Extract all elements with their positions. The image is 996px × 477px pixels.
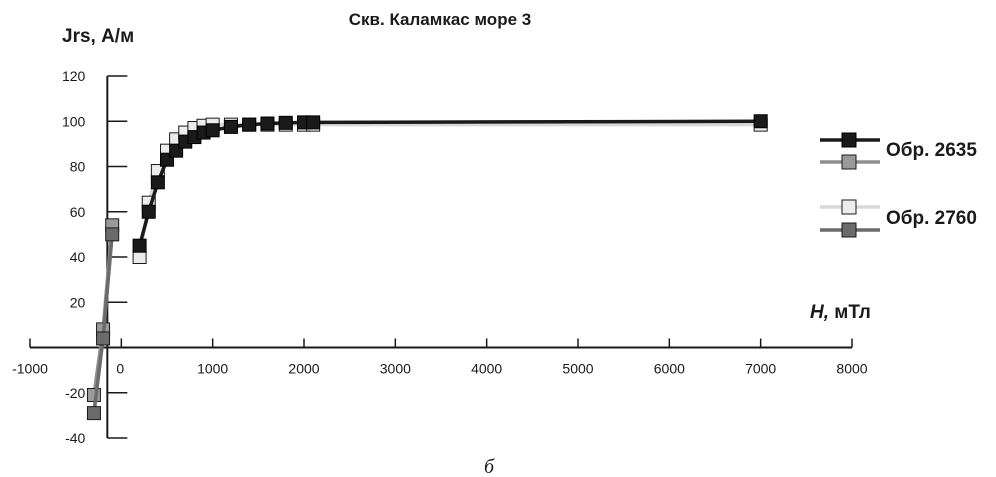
series-s2635b	[86, 218, 120, 403]
data-point-s2635a	[753, 114, 768, 129]
x-tick-label: -1000	[12, 361, 48, 377]
chart-title: Скв. Каламкас море 3	[349, 10, 531, 29]
series-s2760a	[132, 117, 768, 264]
data-point-s2635a	[150, 175, 165, 190]
legend-marker-2635a	[841, 132, 857, 148]
y-tick-label: 80	[70, 159, 86, 175]
x-tick-label: 7000	[745, 361, 776, 377]
data-point-s2635a	[205, 123, 220, 138]
figure-caption: б	[484, 456, 495, 477]
y-tick-label: 60	[70, 204, 86, 220]
data-point-s2635a	[278, 115, 293, 130]
y-tick-label: 20	[70, 294, 86, 310]
data-point-s2635a	[223, 119, 238, 134]
series-layer	[86, 114, 768, 421]
x-axis-label-symbol: H,	[810, 302, 829, 323]
y-tick-label: -40	[65, 430, 85, 446]
x-tick-label: 5000	[562, 361, 593, 377]
legend-label-2760: Обр. 2760	[886, 208, 977, 229]
x-tick-label: 3000	[380, 361, 411, 377]
data-point-s2635a	[242, 117, 257, 132]
data-point-s2635a	[306, 115, 321, 130]
x-tick-label: 1000	[197, 361, 228, 377]
legend-marker-2760a	[841, 199, 857, 215]
x-tick-label: 2000	[288, 361, 319, 377]
y-tick-label: 100	[62, 113, 86, 129]
data-point-s2635a	[141, 204, 156, 219]
series-s2635a	[132, 114, 768, 253]
x-tick-label: 8000	[836, 361, 867, 377]
y-axis-label: Jrs, А/м	[62, 26, 134, 47]
series-line-s2635a	[137, 119, 761, 247]
data-point-s2635a	[132, 238, 147, 253]
x-axis-label: H, мТл	[810, 302, 871, 323]
axes: -1000 0 1000 2000 3000 4000 5000 6000 7000 8000 -4…	[12, 68, 868, 446]
data-point-s2635a	[260, 116, 275, 131]
series-line-s2760a	[137, 122, 761, 258]
y-tick-label: 120	[62, 68, 86, 84]
data-point-s2760b	[86, 406, 101, 421]
y-tick-label: -20	[65, 385, 85, 401]
x-tick-label: 6000	[654, 361, 685, 377]
x-tick-label: 4000	[471, 361, 502, 377]
data-point-s2760b	[96, 331, 111, 346]
y-tick-label: 40	[70, 249, 86, 265]
x-axis-label-unit: мТл	[829, 302, 871, 323]
series-s2760b	[86, 227, 120, 421]
legend-marker-2635b	[841, 154, 857, 170]
legend: Обр. 2635 Обр. 2760	[820, 132, 977, 238]
data-point-s2760b	[105, 227, 120, 242]
legend-label-2635: Обр. 2635	[886, 140, 977, 161]
x-tick-label: 0	[116, 361, 124, 377]
legend-marker-2760b	[841, 222, 857, 238]
